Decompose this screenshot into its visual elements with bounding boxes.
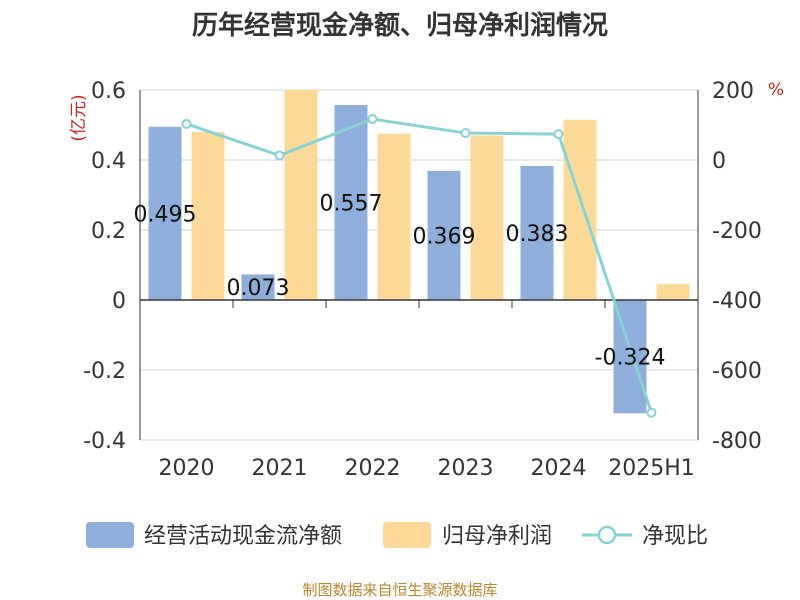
left-tick-label: 0 [112, 289, 126, 314]
cashflow-data-label: 0.369 [413, 224, 476, 249]
ratio-point [181, 118, 192, 129]
netprofit-bar [377, 133, 411, 300]
left-axis-unit: (亿元) [69, 94, 89, 141]
right-tick-label: -800 [712, 429, 762, 454]
netprofit-bar [284, 90, 318, 300]
cashflow-data-label: 0.557 [320, 192, 383, 217]
x-tick-label: 2023 [438, 456, 494, 481]
cashflow-bar [241, 274, 275, 300]
x-tick-label: 2022 [345, 456, 401, 481]
ratio-point [274, 150, 285, 161]
ratio-point [553, 129, 564, 140]
netprofit-bar [563, 119, 597, 300]
legend-label-ratio: 净现比 [642, 524, 708, 549]
axes: 0.6 0.4 0.2 0 -0.2 -0.4 200 0 -200 -400 -600 -800 20… [83, 79, 762, 481]
cashflow-bar [334, 105, 368, 300]
legend-swatch-netprofit [383, 522, 431, 548]
legend-label-cashflow: 经营活动现金流净额 [144, 524, 342, 549]
right-tick-label: 200 [712, 79, 754, 104]
left-tick-label: 0.2 [91, 219, 126, 244]
source-note: 制图数据来自恒生聚源数据库 [302, 581, 497, 599]
x-tick-label: 2021 [252, 456, 308, 481]
cashflow-data-label: 0.495 [134, 202, 197, 227]
ratio-point [460, 128, 471, 139]
right-tick-label: 0 [712, 149, 726, 174]
cashflow-bar [148, 126, 182, 300]
legend: 经营活动现金流净额 归母净利润 净现比 [86, 522, 708, 549]
right-axis-unit: % [768, 80, 784, 100]
x-tick-label: 2024 [531, 456, 587, 481]
legend-label-netprofit: 归母净利润 [442, 524, 552, 549]
cashflow-data-label: 0.073 [227, 276, 290, 301]
data-labels: 0.495 0.073 0.557 0.369 0.383 -0.324 [134, 192, 666, 371]
cashflow-data-label: -0.324 [595, 346, 666, 371]
x-tick-label: 2025H1 [608, 456, 695, 481]
cashflow-bar [520, 165, 554, 300]
cashflow-data-label: 0.383 [506, 222, 569, 247]
chart-title: 历年经营现金净额、归母净利润情况 [192, 10, 608, 41]
gridlines [140, 89, 698, 441]
cashflow-bar [427, 170, 461, 300]
ratio-line-path [186, 117, 653, 414]
left-tick-label: -0.2 [83, 359, 126, 384]
right-tick-label: -200 [712, 219, 762, 244]
legend-marker-ratio [597, 525, 617, 545]
netprofit-bar [656, 284, 690, 300]
ratio-line [181, 114, 657, 418]
ratio-point [646, 407, 657, 418]
legend-swatch-cashflow [86, 522, 134, 548]
ratio-point [367, 114, 378, 125]
x-tick-label: 2020 [159, 456, 215, 481]
netprofit-bar [470, 135, 504, 300]
right-tick-label: -600 [712, 359, 762, 384]
left-tick-label: 0.4 [91, 149, 126, 174]
left-tick-label: 0.6 [91, 79, 126, 104]
netprofit-bar [191, 132, 225, 300]
left-tick-label: -0.4 [83, 429, 126, 454]
bars [148, 90, 690, 414]
right-tick-label: -400 [712, 289, 762, 314]
